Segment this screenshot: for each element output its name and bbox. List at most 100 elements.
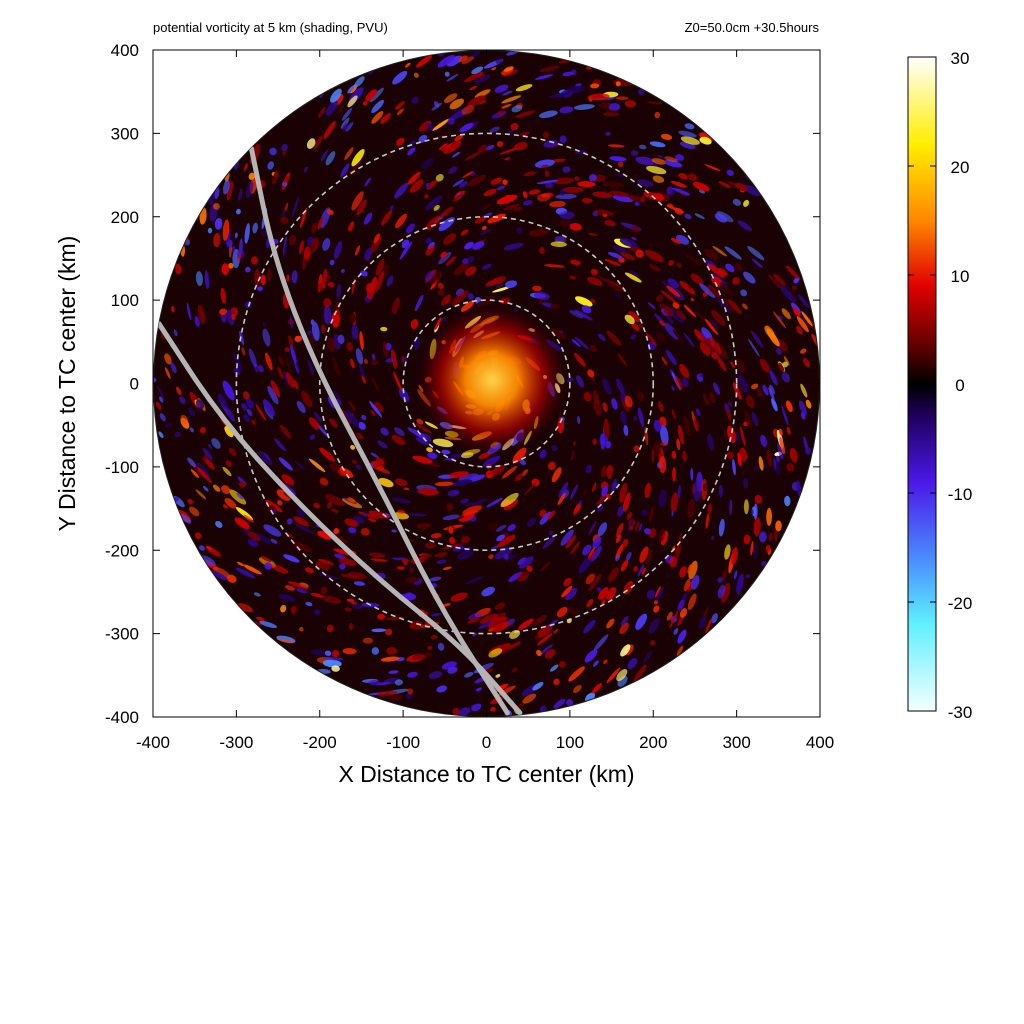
pv-cell: [460, 300, 475, 312]
pv-cell: [479, 229, 492, 236]
pv-cell: [284, 585, 296, 591]
pv-cell: [447, 666, 458, 674]
pv-cell: [287, 581, 309, 590]
pv-cell: [751, 411, 759, 426]
pv-cell: [559, 106, 574, 114]
pv-cell: [503, 203, 520, 211]
pv-cell: [515, 110, 536, 118]
pv-cell: [655, 586, 664, 602]
pv-cell: [332, 356, 341, 377]
pv-cell: [317, 217, 323, 230]
colorbar-tick-label: 10: [951, 267, 970, 286]
pv-cell: [224, 405, 235, 422]
pv-cell: [793, 277, 800, 284]
pv-cell: [496, 534, 506, 542]
pv-cell: [158, 431, 164, 439]
pv-cell: [153, 377, 157, 383]
pv-cell: [371, 360, 379, 366]
pv-cell: [672, 187, 691, 196]
pv-cell: [671, 408, 676, 420]
pv-cell: [616, 669, 628, 682]
pv-cell: [639, 546, 649, 563]
pv-cell: [444, 71, 450, 77]
pv-cell: [396, 108, 404, 116]
pv-cell: [451, 151, 461, 158]
pv-cell: [690, 297, 695, 302]
pv-cell: [650, 640, 656, 646]
pv-cell: [256, 286, 263, 292]
pv-cell: [615, 96, 629, 101]
pv-cell: [251, 419, 256, 425]
pv-cell: [473, 74, 491, 84]
pv-cell: [348, 623, 354, 630]
pv-cell: [743, 477, 749, 489]
pv-cell: [417, 488, 439, 496]
pv-cell: [750, 540, 754, 556]
pv-cell: [441, 543, 463, 550]
pv-cell: [274, 438, 286, 452]
pv-cell: [355, 245, 360, 256]
pv-cell: [310, 592, 324, 598]
pv-cell: [634, 201, 640, 207]
pv-cell: [544, 170, 549, 177]
pv-cell: [253, 532, 272, 544]
pv-cell: [467, 95, 486, 107]
pv-cell: [310, 649, 328, 656]
pv-cell: [320, 324, 326, 334]
pv-cell: [317, 558, 334, 565]
pv-cell: [779, 285, 796, 303]
pv-cell: [771, 397, 778, 412]
pv-cell: [446, 74, 459, 82]
pv-cell: [786, 463, 795, 472]
pv-cell: [180, 414, 189, 425]
pv-cell: [683, 578, 691, 592]
pv-cell: [762, 384, 769, 396]
pv-cell: [179, 396, 186, 405]
pv-cell: [262, 328, 271, 347]
pv-cell: [641, 567, 646, 575]
pv-cell: [515, 84, 533, 92]
pv-cell: [427, 123, 434, 130]
pv-cell: [479, 613, 498, 624]
pv-cell: [709, 319, 719, 330]
pv-cell: [415, 55, 432, 68]
pv-cell: [190, 469, 199, 479]
pv-cell: [493, 621, 510, 633]
pv-cell: [364, 358, 368, 365]
pv-cell: [590, 298, 596, 303]
pv-cell: [315, 561, 331, 570]
pv-cell: [416, 523, 431, 529]
pv-cell: [503, 242, 524, 251]
pv-cell: [796, 326, 803, 335]
pv-cell: [425, 215, 441, 231]
pv-cell: [536, 649, 542, 657]
pv-cell: [534, 74, 554, 80]
pv-cell: [222, 219, 230, 241]
pv-cell: [327, 282, 335, 288]
pv-cell: [616, 378, 625, 395]
pv-cell: [667, 278, 679, 289]
pv-cell: [773, 457, 777, 470]
pv-cell: [608, 567, 619, 582]
pv-cell: [234, 232, 238, 239]
pv-cell: [655, 586, 661, 598]
pv-cell: [767, 274, 783, 290]
pv-cell: [583, 391, 592, 402]
pv-cell: [286, 274, 290, 282]
pv-cell: [324, 650, 332, 656]
pv-cell: [467, 293, 474, 300]
pv-cell: [648, 618, 660, 634]
pv-cell: [588, 573, 602, 592]
pv-cell: [634, 520, 640, 532]
pv-cell: [534, 159, 555, 168]
pv-cell: [690, 467, 694, 481]
pv-cell: [558, 482, 569, 499]
pv-cell: [310, 237, 319, 252]
pv-cell: [633, 445, 640, 453]
pv-cell: [722, 426, 727, 442]
colorbar-tick-label: -20: [948, 594, 973, 613]
pv-cell: [289, 315, 293, 329]
pv-cell: [614, 293, 621, 298]
pv-cell: [601, 599, 606, 605]
pv-cell: [745, 574, 751, 579]
